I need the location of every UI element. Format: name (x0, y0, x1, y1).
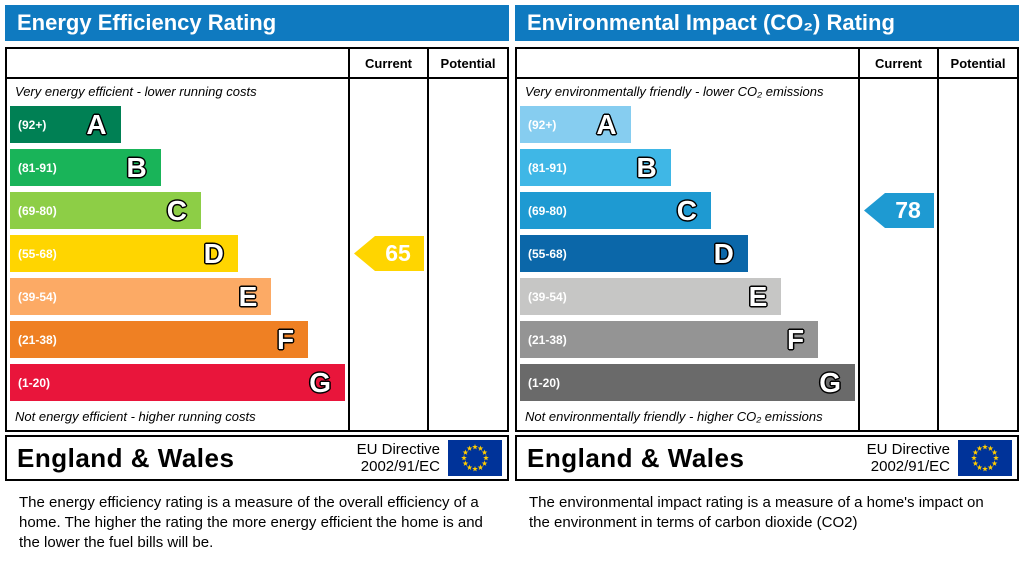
panel-description: The environmental impact rating is a mea… (529, 494, 984, 531)
energy-efficiency-panel: Energy Efficiency Rating Current Potenti… (5, 5, 509, 552)
band-range-label: (55-68) (18, 246, 57, 261)
band-bar-b: (81-91) B (520, 149, 671, 186)
band-letter: G (819, 367, 841, 398)
chart-body: Very energy efficient - lower running co… (7, 79, 348, 430)
band-letter: E (238, 281, 258, 312)
eu-flag-icon (448, 440, 502, 476)
panel-title: Energy Efficiency Rating (5, 5, 509, 41)
band-range-label: (55-68) (528, 246, 567, 261)
current-column: 65 (348, 79, 427, 430)
header-spacer (7, 49, 348, 79)
eu-directive-line2: 2002/91/EC (870, 458, 950, 475)
band-letter: D (713, 238, 734, 269)
column-header-potential: Potential (427, 49, 507, 79)
footer: England & Wales EU Directive 2002/91/EC (515, 435, 1019, 481)
column-header-potential: Potential (937, 49, 1017, 79)
band-row: (55-68) D (10, 235, 345, 272)
panel-title: Environmental Impact (CO₂) Rating (515, 5, 1019, 41)
rating-table: Current Potential Very energy efficient … (5, 47, 509, 432)
band-row: (69-80) C (520, 192, 855, 229)
band-bar-f: (21-38) F (10, 321, 309, 358)
band-range-label: (39-54) (18, 289, 57, 304)
caption-top: Very energy efficient - lower running co… (15, 84, 257, 99)
epc-ratings-page: Energy Efficiency Rating Current Potenti… (5, 5, 1019, 552)
footer: England & Wales EU Directive 2002/91/EC (5, 435, 509, 481)
current-rating-value: 65 (385, 240, 411, 266)
caption-bottom: Not energy efficient - higher running co… (15, 409, 256, 424)
eu-directive-label: EU Directive 2002/91/EC (867, 441, 950, 476)
band-range-label: (92+) (18, 117, 47, 132)
band-range-label: (21-38) (18, 332, 57, 347)
band-row: (39-54) E (10, 278, 345, 315)
band-bar-a: (92+) A (10, 106, 121, 143)
band-row: (81-91) B (10, 149, 345, 186)
band-range-label: (69-80) (528, 203, 567, 218)
band-row: (21-38) F (10, 321, 345, 358)
chart-body: Very environmentally friendly - lower CO… (517, 79, 858, 430)
band-bar-c: (69-80) C (520, 192, 711, 229)
band-letter: E (748, 281, 768, 312)
band-bar-d: (55-68) D (520, 235, 748, 272)
current-rating-value: 78 (895, 197, 921, 223)
band-row: (1-20) G (520, 364, 855, 401)
band-bar-f: (21-38) F (520, 321, 819, 358)
band-bar-c: (69-80) C (10, 192, 201, 229)
band-range-label: (81-91) (18, 160, 57, 175)
band-letter: F (277, 324, 295, 355)
band-letter: A (596, 109, 617, 140)
current-column: 78 (858, 79, 937, 430)
band-letter: A (86, 109, 107, 140)
band-range-label: (92+) (528, 117, 557, 132)
band-row: (39-54) E (520, 278, 855, 315)
band-range-label: (1-20) (528, 375, 561, 390)
band-letter: G (309, 367, 331, 398)
band-row: (92+) A (520, 106, 855, 143)
column-header-current: Current (858, 49, 937, 79)
eu-directive-line2: 2002/91/EC (360, 458, 440, 475)
region-label: England & Wales (527, 442, 745, 473)
eu-directive-label: EU Directive 2002/91/EC (357, 441, 440, 476)
band-bar-b: (81-91) B (10, 149, 161, 186)
band-bar-a: (92+) A (520, 106, 631, 143)
band-letter: C (676, 195, 697, 226)
potential-column (937, 79, 1017, 430)
band-letter: B (126, 152, 147, 183)
band-range-label: (1-20) (18, 375, 51, 390)
band-row: (81-91) B (520, 149, 855, 186)
band-letter: D (203, 238, 224, 269)
band-range-label: (21-38) (528, 332, 567, 347)
band-row: (92+) A (10, 106, 345, 143)
header-spacer (517, 49, 858, 79)
band-letter: C (166, 195, 187, 226)
eu-flag-icon (958, 440, 1012, 476)
band-bar-g: (1-20) G (10, 364, 345, 401)
band-range-label: (81-91) (528, 160, 567, 175)
current-rating-arrow: 65 (354, 236, 424, 271)
region-label: England & Wales (17, 442, 235, 473)
potential-column (427, 79, 507, 430)
band-letter: F (787, 324, 805, 355)
band-range-label: (39-54) (528, 289, 567, 304)
band-row: (69-80) C (10, 192, 345, 229)
eu-directive-line1: EU Directive (356, 440, 440, 458)
environmental-impact-panel: Environmental Impact (CO₂) Rating Curren… (515, 5, 1019, 552)
eu-directive-line1: EU Directive (866, 440, 950, 458)
band-bar-g: (1-20) G (520, 364, 855, 401)
band-row: (1-20) G (10, 364, 345, 401)
column-header-current: Current (348, 49, 427, 79)
band-row: (55-68) D (520, 235, 855, 272)
band-bar-d: (55-68) D (10, 235, 238, 272)
current-rating-arrow: 78 (864, 193, 934, 228)
band-row: (21-38) F (520, 321, 855, 358)
rating-table: Current Potential Very environmentally f… (515, 47, 1019, 432)
band-bar-e: (39-54) E (520, 278, 782, 315)
caption-bottom: Not environmentally friendly - higher CO… (525, 409, 823, 424)
caption-top: Very environmentally friendly - lower CO… (525, 84, 824, 99)
band-bar-e: (39-54) E (10, 278, 272, 315)
panel-description: The energy efficiency rating is a measur… (19, 494, 483, 551)
band-range-label: (69-80) (18, 203, 57, 218)
band-letter: B (636, 152, 657, 183)
